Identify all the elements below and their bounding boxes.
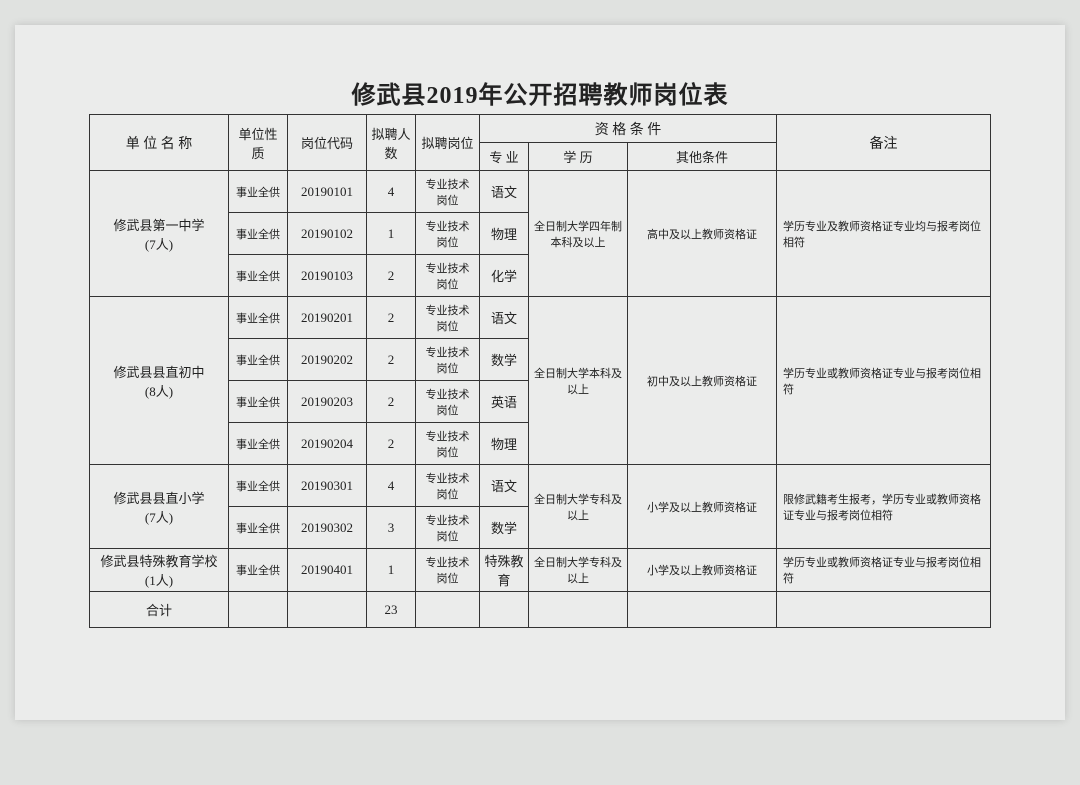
table-row: 修武县县直初中(8人)事业全供201902012专业技术岗位语文全日制大学本科及… [90, 297, 991, 339]
cell-unit-name: 修武县县直小学(7人) [90, 465, 229, 549]
cell-position: 专业技术岗位 [416, 423, 480, 465]
cell-count: 1 [367, 549, 416, 592]
cell-major: 物理 [480, 213, 529, 255]
cell-count: 3 [367, 507, 416, 549]
cell-position: 专业技术岗位 [416, 381, 480, 423]
cell-position: 专业技术岗位 [416, 171, 480, 213]
table-row: 修武县县直小学(7人)事业全供201903014专业技术岗位语文全日制大学专科及… [90, 465, 991, 507]
cell-nature: 事业全供 [229, 213, 288, 255]
cell-position: 专业技术岗位 [416, 213, 480, 255]
cell-education: 全日制大学专科及以上 [529, 465, 628, 549]
cell-nature: 事业全供 [229, 297, 288, 339]
cell-code: 20190301 [288, 465, 367, 507]
positions-table: 单 位 名 称 单位性质 岗位代码 拟聘人数 拟聘岗位 资 格 条 件 备注 专… [89, 114, 991, 628]
cell-code: 20190203 [288, 381, 367, 423]
cell-remarks: 限修武籍考生报考，学历专业或教师资格证专业与报考岗位相符 [777, 465, 991, 549]
total-row: 合计 23 [90, 592, 991, 628]
cell-major: 物理 [480, 423, 529, 465]
cell-nature: 事业全供 [229, 507, 288, 549]
cell-major: 数学 [480, 339, 529, 381]
cell-position: 专业技术岗位 [416, 297, 480, 339]
cell-major: 语文 [480, 297, 529, 339]
cell-code: 20190103 [288, 255, 367, 297]
cell-major: 特殊教育 [480, 549, 529, 592]
cell-unit-name: 修武县第一中学(7人) [90, 171, 229, 297]
cell-major: 语文 [480, 171, 529, 213]
cell-education: 全日制大学四年制本科及以上 [529, 171, 628, 297]
cell-other: 小学及以上教师资格证 [628, 465, 777, 549]
cell-unit-name: 修武县特殊教育学校(1人) [90, 549, 229, 592]
cell-total-count: 23 [367, 592, 416, 628]
cell-position: 专业技术岗位 [416, 339, 480, 381]
cell-nature: 事业全供 [229, 171, 288, 213]
cell-education: 全日制大学本科及以上 [529, 297, 628, 465]
cell-major: 英语 [480, 381, 529, 423]
cell-nature: 事业全供 [229, 549, 288, 592]
cell-position: 专业技术岗位 [416, 255, 480, 297]
cell-position: 专业技术岗位 [416, 465, 480, 507]
cell-code: 20190201 [288, 297, 367, 339]
cell-remarks: 学历专业及教师资格证专业均与报考岗位相符 [777, 171, 991, 297]
cell-position: 专业技术岗位 [416, 507, 480, 549]
cell-other: 高中及以上教师资格证 [628, 171, 777, 297]
cell-major: 语文 [480, 465, 529, 507]
cell-code: 20190204 [288, 423, 367, 465]
cell-code: 20190102 [288, 213, 367, 255]
table-header: 单 位 名 称 单位性质 岗位代码 拟聘人数 拟聘岗位 资 格 条 件 备注 专… [90, 115, 991, 171]
cell-code: 20190202 [288, 339, 367, 381]
cell-nature: 事业全供 [229, 423, 288, 465]
cell-other: 小学及以上教师资格证 [628, 549, 777, 592]
cell-count: 2 [367, 297, 416, 339]
cell-nature: 事业全供 [229, 381, 288, 423]
cell-code: 20190302 [288, 507, 367, 549]
cell-count: 2 [367, 339, 416, 381]
cell-nature: 事业全供 [229, 339, 288, 381]
cell-code: 20190101 [288, 171, 367, 213]
cell-nature: 事业全供 [229, 255, 288, 297]
cell-major: 化学 [480, 255, 529, 297]
table-row: 修武县第一中学(7人)事业全供201901014专业技术岗位语文全日制大学四年制… [90, 171, 991, 213]
cell-remarks: 学历专业或教师资格证专业与报考岗位相符 [777, 549, 991, 592]
cell-count: 2 [367, 423, 416, 465]
cell-major: 数学 [480, 507, 529, 549]
cell-position: 专业技术岗位 [416, 549, 480, 592]
cell-remarks: 学历专业或教师资格证专业与报考岗位相符 [777, 297, 991, 465]
cell-count: 2 [367, 255, 416, 297]
cell-education: 全日制大学专科及以上 [529, 549, 628, 592]
cell-count: 1 [367, 213, 416, 255]
document-title: 修武县2019年公开招聘教师岗位表 [15, 75, 1065, 110]
cell-count: 4 [367, 465, 416, 507]
table-body: 修武县第一中学(7人)事业全供201901014专业技术岗位语文全日制大学四年制… [90, 171, 991, 628]
cell-count: 4 [367, 171, 416, 213]
cell-other: 初中及以上教师资格证 [628, 297, 777, 465]
cell-total-label: 合计 [90, 592, 229, 628]
cell-unit-name: 修武县县直初中(8人) [90, 297, 229, 465]
cell-count: 2 [367, 381, 416, 423]
cell-code: 20190401 [288, 549, 367, 592]
table-row: 修武县特殊教育学校(1人)事业全供201904011专业技术岗位特殊教育全日制大… [90, 549, 991, 592]
document-page: 修武县2019年公开招聘教师岗位表 单 位 名 称 单位性质 岗位代码 拟聘人数… [15, 25, 1065, 720]
cell-nature: 事业全供 [229, 465, 288, 507]
